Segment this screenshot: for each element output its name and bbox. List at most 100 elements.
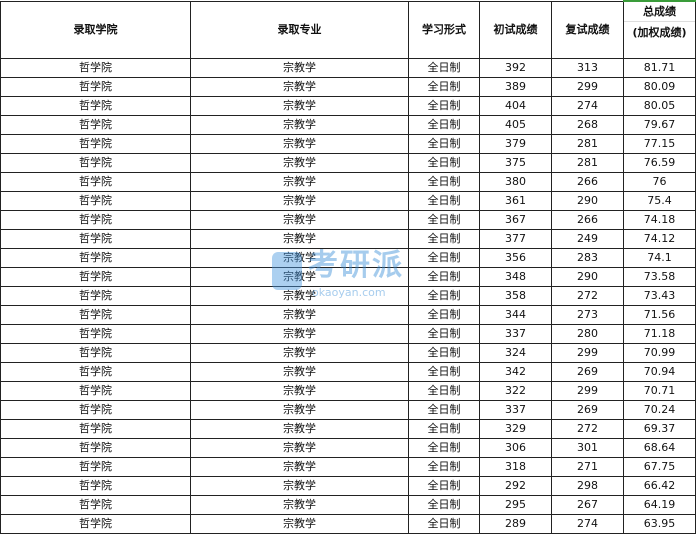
cell-major: 宗教学 bbox=[190, 381, 409, 401]
cell-initial-score: 289 bbox=[479, 514, 552, 534]
table-row: 哲学院 宗教学 全日制 404 274 80.05 bbox=[0, 96, 696, 116]
cell-major: 宗教学 bbox=[190, 343, 409, 363]
cell-retest-score: 271 bbox=[551, 457, 624, 477]
cell-total-score: 68.64 bbox=[623, 438, 696, 458]
cell-retest-score: 313 bbox=[551, 58, 624, 78]
cell-initial-score: 404 bbox=[479, 96, 552, 116]
cell-study-mode: 全日制 bbox=[408, 191, 480, 211]
cell-retest-score: 290 bbox=[551, 191, 624, 211]
cell-major: 宗教学 bbox=[190, 115, 409, 135]
cell-initial-score: 324 bbox=[479, 343, 552, 363]
cell-college: 哲学院 bbox=[0, 286, 191, 306]
table-row: 哲学院 宗教学 全日制 344 273 71.56 bbox=[0, 305, 696, 325]
cell-retest-score: 298 bbox=[551, 476, 624, 496]
cell-retest-score: 301 bbox=[551, 438, 624, 458]
cell-total-score: 80.05 bbox=[623, 96, 696, 116]
cell-retest-score: 269 bbox=[551, 362, 624, 382]
cell-college: 哲学院 bbox=[0, 191, 191, 211]
cell-initial-score: 348 bbox=[479, 267, 552, 287]
cell-initial-score: 405 bbox=[479, 115, 552, 135]
cell-total-score: 70.24 bbox=[623, 400, 696, 420]
cell-initial-score: 379 bbox=[479, 134, 552, 154]
cell-college: 哲学院 bbox=[0, 495, 191, 515]
cell-total-score: 70.99 bbox=[623, 343, 696, 363]
cell-total-score: 73.58 bbox=[623, 267, 696, 287]
cell-major: 宗教学 bbox=[190, 362, 409, 382]
cell-initial-score: 380 bbox=[479, 172, 552, 192]
cell-initial-score: 342 bbox=[479, 362, 552, 382]
cell-total-score: 70.71 bbox=[623, 381, 696, 401]
table-row: 哲学院 宗教学 全日制 405 268 79.67 bbox=[0, 115, 696, 135]
cell-college: 哲学院 bbox=[0, 514, 191, 534]
cell-initial-score: 322 bbox=[479, 381, 552, 401]
cell-major: 宗教学 bbox=[190, 438, 409, 458]
table-row: 哲学院 宗教学 全日制 392 313 81.71 bbox=[0, 58, 696, 78]
cell-major: 宗教学 bbox=[190, 248, 409, 268]
table-row: 哲学院 宗教学 全日制 348 290 73.58 bbox=[0, 267, 696, 287]
cell-college: 哲学院 bbox=[0, 438, 191, 458]
cell-retest-score: 274 bbox=[551, 514, 624, 534]
cell-initial-score: 389 bbox=[479, 77, 552, 97]
cell-major: 宗教学 bbox=[190, 514, 409, 534]
table-row: 哲学院 宗教学 全日制 358 272 73.43 bbox=[0, 286, 696, 306]
cell-major: 宗教学 bbox=[190, 153, 409, 173]
cell-major: 宗教学 bbox=[190, 457, 409, 477]
cell-initial-score: 337 bbox=[479, 324, 552, 344]
table-row: 哲学院 宗教学 全日制 337 280 71.18 bbox=[0, 324, 696, 344]
cell-study-mode: 全日制 bbox=[408, 248, 480, 268]
table-row: 哲学院 宗教学 全日制 389 299 80.09 bbox=[0, 77, 696, 97]
cell-study-mode: 全日制 bbox=[408, 457, 480, 477]
cell-retest-score: 266 bbox=[551, 210, 624, 230]
cell-retest-score: 299 bbox=[551, 381, 624, 401]
cell-initial-score: 306 bbox=[479, 438, 552, 458]
cell-total-score: 73.43 bbox=[623, 286, 696, 306]
cell-retest-score: 249 bbox=[551, 229, 624, 249]
cell-study-mode: 全日制 bbox=[408, 134, 480, 154]
cell-study-mode: 全日制 bbox=[408, 343, 480, 363]
table-row: 哲学院 宗教学 全日制 380 266 76 bbox=[0, 172, 696, 192]
cell-study-mode: 全日制 bbox=[408, 419, 480, 439]
header-study-mode: 学习形式 bbox=[408, 0, 480, 59]
table-row: 哲学院 宗教学 全日制 289 274 63.95 bbox=[0, 514, 696, 534]
cell-major: 宗教学 bbox=[190, 476, 409, 496]
cell-total-score: 63.95 bbox=[623, 514, 696, 534]
header-initial-score: 初试成绩 bbox=[479, 0, 552, 59]
table-row: 哲学院 宗教学 全日制 337 269 70.24 bbox=[0, 400, 696, 420]
cell-study-mode: 全日制 bbox=[408, 77, 480, 97]
cell-total-score: 76.59 bbox=[623, 153, 696, 173]
header-retest-score: 复试成绩 bbox=[551, 0, 624, 59]
table-row: 哲学院 宗教学 全日制 295 267 64.19 bbox=[0, 495, 696, 515]
cell-retest-score: 274 bbox=[551, 96, 624, 116]
cell-total-score: 71.18 bbox=[623, 324, 696, 344]
cell-retest-score: 281 bbox=[551, 153, 624, 173]
cell-retest-score: 283 bbox=[551, 248, 624, 268]
header-major: 录取专业 bbox=[190, 0, 409, 59]
cell-study-mode: 全日制 bbox=[408, 115, 480, 135]
cell-college: 哲学院 bbox=[0, 96, 191, 116]
cell-initial-score: 295 bbox=[479, 495, 552, 515]
table-row: 哲学院 宗教学 全日制 375 281 76.59 bbox=[0, 153, 696, 173]
cell-study-mode: 全日制 bbox=[408, 172, 480, 192]
cell-total-score: 80.09 bbox=[623, 77, 696, 97]
cell-major: 宗教学 bbox=[190, 134, 409, 154]
cell-major: 宗教学 bbox=[190, 191, 409, 211]
cell-retest-score: 272 bbox=[551, 419, 624, 439]
cell-major: 宗教学 bbox=[190, 286, 409, 306]
cell-total-score: 74.1 bbox=[623, 248, 696, 268]
cell-initial-score: 329 bbox=[479, 419, 552, 439]
cell-total-score: 70.94 bbox=[623, 362, 696, 382]
cell-college: 哲学院 bbox=[0, 210, 191, 230]
cell-initial-score: 318 bbox=[479, 457, 552, 477]
cell-total-score: 66.42 bbox=[623, 476, 696, 496]
cell-college: 哲学院 bbox=[0, 229, 191, 249]
cell-study-mode: 全日制 bbox=[408, 305, 480, 325]
cell-college: 哲学院 bbox=[0, 305, 191, 325]
cell-major: 宗教学 bbox=[190, 400, 409, 420]
cell-study-mode: 全日制 bbox=[408, 381, 480, 401]
cell-total-score: 75.4 bbox=[623, 191, 696, 211]
cell-study-mode: 全日制 bbox=[408, 210, 480, 230]
cell-major: 宗教学 bbox=[190, 305, 409, 325]
cell-college: 哲学院 bbox=[0, 400, 191, 420]
cell-study-mode: 全日制 bbox=[408, 476, 480, 496]
